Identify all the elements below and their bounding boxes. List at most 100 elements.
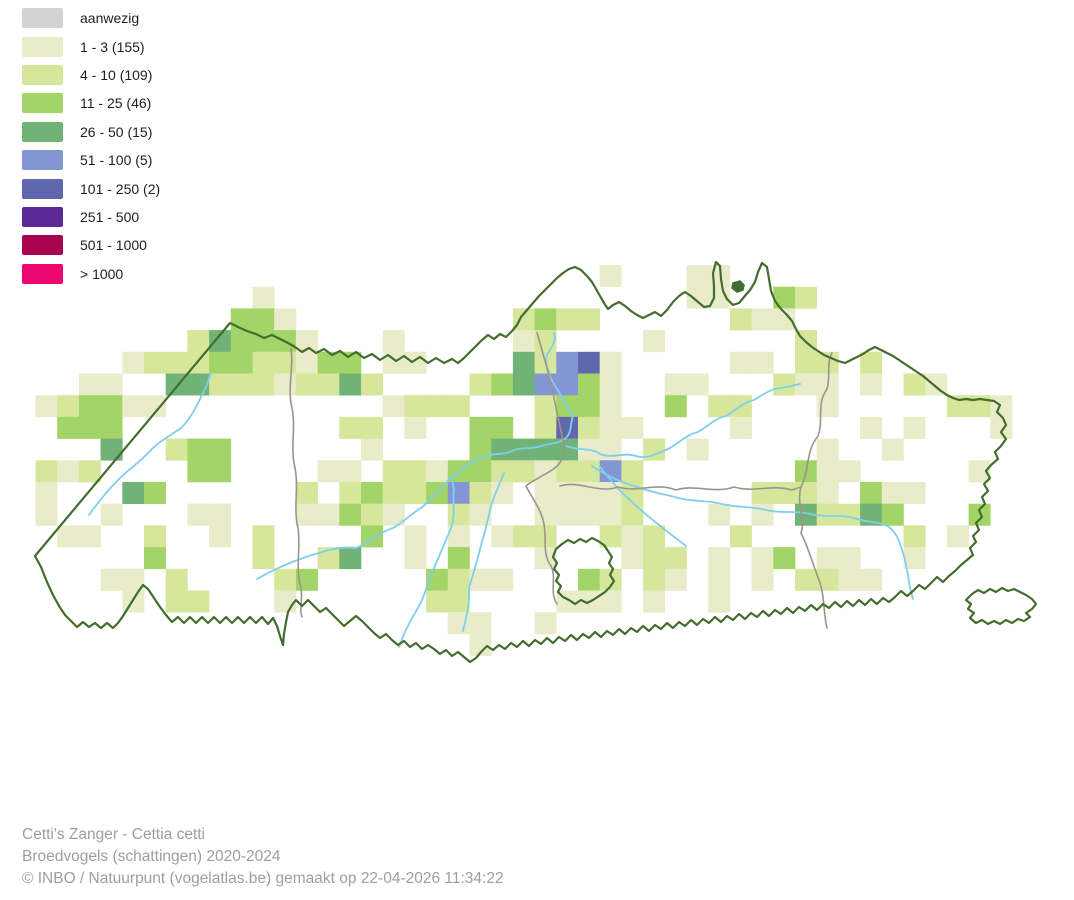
grid-cell [295, 373, 318, 396]
grid-cell [578, 351, 600, 374]
grid-cell [295, 482, 318, 504]
grid-cell [230, 330, 253, 353]
grid-cell [491, 482, 514, 504]
grid-cell [556, 373, 579, 396]
grid-cell [534, 395, 557, 418]
grid-cell [773, 373, 796, 396]
grid-cell [361, 482, 383, 504]
grid-cell [187, 330, 210, 353]
grid-cell [556, 308, 579, 331]
grid-cell [382, 503, 405, 526]
grid-cell [860, 568, 883, 591]
river-line [462, 472, 505, 632]
grid-cell [729, 351, 752, 374]
grid-cell [187, 590, 210, 613]
grid-cell [295, 503, 318, 526]
grid-cell [534, 503, 557, 526]
survey-period: Broedvogels (schattingen) 2020-2024 [22, 848, 281, 865]
grid-cell [881, 503, 904, 526]
grid-cell [209, 525, 232, 548]
grid-cell [816, 482, 839, 504]
grid-cell [512, 525, 535, 548]
grid-cell [469, 416, 492, 439]
legend-label: aanwezig [80, 10, 140, 27]
grid-cell [664, 547, 687, 570]
grid-cell [165, 590, 188, 613]
grid-cell [599, 525, 622, 548]
legend-item: 1 - 3 (155) [22, 32, 160, 60]
grid-cell [469, 568, 492, 591]
grid-cell [686, 373, 709, 396]
grid-cell [339, 351, 362, 374]
grid-cell [274, 373, 297, 396]
grid-cell [187, 438, 210, 461]
grid-cell [361, 503, 383, 526]
grid-cell [903, 482, 926, 504]
grid-cell [78, 373, 101, 396]
legend-label: 1 - 3 (155) [80, 38, 145, 55]
grid-cell [599, 265, 622, 287]
border-enclave-blob [731, 280, 745, 293]
grid-cell [361, 438, 383, 461]
grid-cell [729, 308, 752, 331]
region-outline [551, 536, 616, 606]
province-border-line [525, 332, 566, 605]
grid-cell [404, 482, 427, 504]
grid-cell [643, 590, 666, 613]
legend-label: 4 - 10 (109) [80, 66, 153, 83]
grid-cell [382, 395, 405, 418]
grid-cell [230, 373, 253, 396]
province-border-line [559, 352, 833, 491]
grid-cell [621, 416, 644, 439]
grid-cell [165, 568, 188, 591]
grid-cell [708, 568, 731, 591]
grid-cell [339, 547, 362, 570]
grid-cell [512, 351, 535, 374]
grid-cell [122, 351, 145, 374]
grid-cell [946, 525, 969, 548]
grid-cell [361, 416, 383, 439]
grid-cell [621, 525, 644, 548]
province-borders-layer [289, 332, 833, 629]
rivers-layer [88, 332, 914, 648]
grid-cell [990, 395, 1013, 418]
grid-cell [621, 503, 644, 526]
legend-item: 26 - 50 (15) [22, 118, 160, 146]
legend-label: 501 - 1000 [80, 237, 147, 254]
legend-swatch [22, 178, 63, 199]
grid-cell [512, 308, 535, 331]
grid-cell [773, 308, 796, 331]
grid-cell [578, 308, 600, 331]
grid-cell [35, 395, 58, 418]
river-line [565, 383, 801, 458]
grid-cell [187, 503, 210, 526]
grid-cell [209, 351, 232, 374]
grid-cell [578, 503, 600, 526]
legend-item: 51 - 100 (5) [22, 146, 160, 174]
grid-cell [404, 525, 427, 548]
grid-cell [469, 482, 492, 504]
flanders-outline-layer [33, 260, 1038, 664]
grid-cell [404, 395, 427, 418]
grid-cell [165, 351, 188, 374]
map-caption: Cetti's Zanger - Cettia cetti Broedvogel… [22, 824, 504, 890]
species-title: Cetti's Zanger - Cettia cetti [22, 826, 205, 843]
grid-cell [751, 482, 774, 504]
grid-cell [469, 633, 492, 656]
grid-cell [816, 438, 839, 461]
grid-cell [57, 416, 80, 439]
grid-cell [643, 525, 666, 548]
river-line [591, 465, 914, 600]
grid-cell [100, 373, 123, 396]
grid-cell [426, 590, 449, 613]
grid-cell [860, 482, 883, 504]
river-line [451, 332, 574, 478]
grid-cell [686, 265, 709, 287]
grid-cell [274, 568, 297, 591]
grid-cell [534, 308, 557, 331]
grid-cell [100, 416, 123, 439]
grid-cell [78, 416, 101, 439]
grid-cell [512, 330, 535, 353]
legend-label: > 1000 [80, 265, 124, 282]
